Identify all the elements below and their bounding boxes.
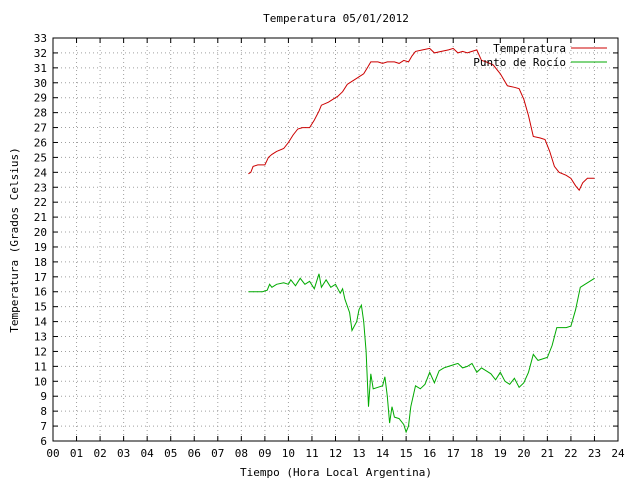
- x-tick-label: 18: [470, 447, 483, 460]
- series-line-1: [248, 273, 595, 434]
- y-tick-label: 11: [34, 360, 47, 373]
- y-tick-label: 21: [34, 211, 47, 224]
- x-tick-label: 13: [352, 447, 365, 460]
- x-tick-label: 07: [211, 447, 224, 460]
- y-tick-label: 9: [40, 390, 47, 403]
- y-tick-label: 23: [34, 181, 47, 194]
- y-tick-label: 22: [34, 196, 47, 209]
- y-tick-label: 16: [34, 286, 47, 299]
- x-tick-label: 00: [46, 447, 59, 460]
- x-tick-label: 22: [564, 447, 577, 460]
- x-tick-label: 14: [376, 447, 390, 460]
- x-tick-label: 17: [447, 447, 460, 460]
- x-tick-label: 16: [423, 447, 436, 460]
- series-line-0: [248, 47, 595, 192]
- x-tick-label: 15: [400, 447, 413, 460]
- y-tick-label: 26: [34, 136, 47, 149]
- y-tick-label: 28: [34, 107, 47, 120]
- y-tick-label: 18: [34, 256, 47, 269]
- x-tick-label: 24: [611, 447, 625, 460]
- x-tick-label: 05: [164, 447, 177, 460]
- x-tick-label: 09: [258, 447, 271, 460]
- y-tick-label: 30: [34, 77, 47, 90]
- y-tick-label: 7: [40, 420, 47, 433]
- x-tick-label: 10: [282, 447, 295, 460]
- y-tick-label: 20: [34, 226, 47, 239]
- y-tick-label: 10: [34, 375, 47, 388]
- plot-frame: [52, 37, 619, 442]
- x-tick-label: 01: [70, 447, 83, 460]
- x-tick-label: 19: [494, 447, 507, 460]
- axis-ticks: 00 01 02 03 04 05 06 07 08 09 10 11 12 13 14 15 16 17 18 19…: [34, 32, 625, 460]
- y-tick-label: 14: [34, 316, 48, 329]
- y-tick-label: 15: [34, 301, 47, 314]
- y-tick-label: 8: [40, 405, 47, 418]
- legend-label-1: Punto de Rocío: [473, 56, 566, 69]
- x-tick-label: 06: [188, 447, 201, 460]
- series-lines: [248, 47, 595, 434]
- x-axis-label: Tiempo (Hora Local Argentina): [240, 466, 432, 479]
- x-tick-label: 12: [329, 447, 342, 460]
- x-tick-label: 04: [141, 447, 155, 460]
- x-tick-label: 11: [305, 447, 318, 460]
- x-tick-label: 02: [93, 447, 106, 460]
- y-tick-label: 29: [34, 92, 47, 105]
- legend-label-0: Temperatura: [493, 42, 566, 55]
- y-axis-label: Temperatura (Grados Celsius): [8, 147, 21, 332]
- x-tick-label: 21: [541, 447, 554, 460]
- chart-title: Temperatura 05/01/2012: [263, 12, 409, 25]
- x-tick-label: 03: [117, 447, 130, 460]
- y-tick-label: 17: [34, 271, 47, 284]
- y-tick-label: 31: [34, 62, 47, 75]
- y-tick-label: 12: [34, 345, 47, 358]
- y-tick-label: 27: [34, 122, 47, 135]
- y-tick-label: 6: [40, 435, 47, 448]
- y-tick-label: 25: [34, 151, 47, 164]
- grid: [53, 38, 618, 441]
- y-tick-label: 24: [34, 166, 48, 179]
- x-tick-label: 23: [588, 447, 601, 460]
- y-tick-label: 19: [34, 241, 47, 254]
- y-tick-label: 33: [34, 32, 47, 45]
- x-tick-label: 08: [235, 447, 248, 460]
- y-tick-label: 32: [34, 47, 47, 60]
- y-tick-label: 13: [34, 331, 47, 344]
- x-tick-label: 20: [517, 447, 530, 460]
